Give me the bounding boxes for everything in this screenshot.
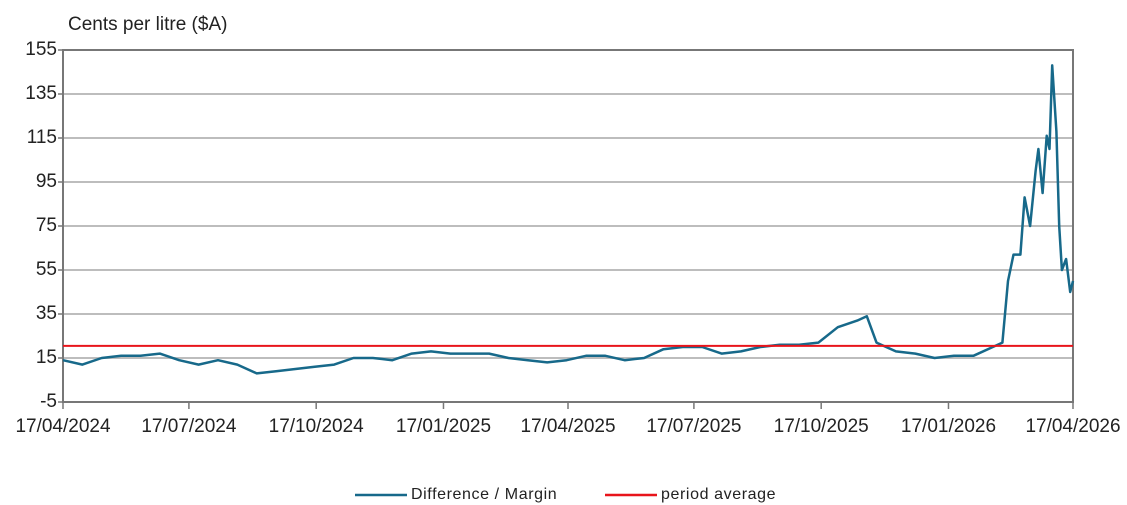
- y-tick-label: 115: [27, 127, 57, 148]
- series-line: [62, 64, 1075, 375]
- y-tick-label: 15: [36, 347, 57, 368]
- legend-label: Difference / Margin: [411, 486, 557, 503]
- legend-label: period average: [661, 486, 776, 503]
- legend: Difference / Margin period average: [355, 486, 776, 503]
- y-tick-label: 55: [36, 259, 57, 280]
- x-tick-label: 17/04/2025: [520, 416, 615, 437]
- x-tick-label: 17/10/2025: [774, 416, 869, 437]
- x-tick-label: 17/07/2025: [646, 416, 741, 437]
- y-axis-title: Cents per litre ($A): [68, 14, 227, 35]
- x-tick-label: 17/01/2025: [396, 416, 491, 437]
- x-tick-label: 17/10/2024: [269, 416, 365, 437]
- y-tick-label: 95: [36, 171, 57, 192]
- x-tick-label: 17/04/2026: [1025, 416, 1120, 437]
- x-tick-label: 17/07/2024: [141, 416, 237, 437]
- x-tick-label: 17/04/2024: [15, 416, 111, 437]
- y-tick-label: -5: [40, 391, 57, 412]
- y-tick-label: 155: [25, 39, 57, 60]
- y-tick-label: 135: [25, 83, 57, 104]
- x-tick-label: 17/01/2026: [901, 416, 996, 437]
- y-tick-label: 35: [36, 303, 57, 324]
- y-tick-label: 75: [36, 215, 57, 236]
